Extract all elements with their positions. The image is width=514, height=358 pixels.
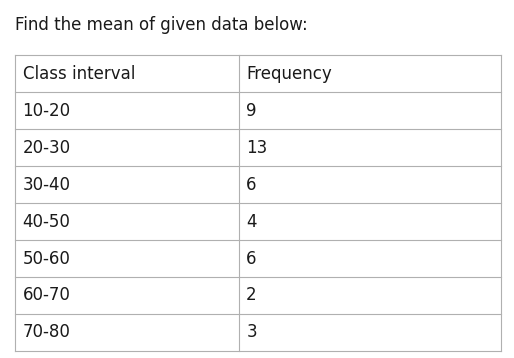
Text: 20-30: 20-30 <box>23 139 71 157</box>
Text: 6: 6 <box>246 176 256 194</box>
Text: 4: 4 <box>246 213 256 231</box>
Text: Class interval: Class interval <box>23 65 135 83</box>
Text: 30-40: 30-40 <box>23 176 70 194</box>
Text: 9: 9 <box>246 102 256 120</box>
Text: 6: 6 <box>246 250 256 267</box>
Text: Find the mean of given data below:: Find the mean of given data below: <box>15 16 308 34</box>
Text: 3: 3 <box>246 323 257 342</box>
Text: 70-80: 70-80 <box>23 323 70 342</box>
Text: 13: 13 <box>246 139 267 157</box>
Text: 2: 2 <box>246 286 257 304</box>
Text: 40-50: 40-50 <box>23 213 70 231</box>
Text: 50-60: 50-60 <box>23 250 70 267</box>
Text: Frequency: Frequency <box>246 65 332 83</box>
Text: 10-20: 10-20 <box>23 102 71 120</box>
Text: 60-70: 60-70 <box>23 286 70 304</box>
